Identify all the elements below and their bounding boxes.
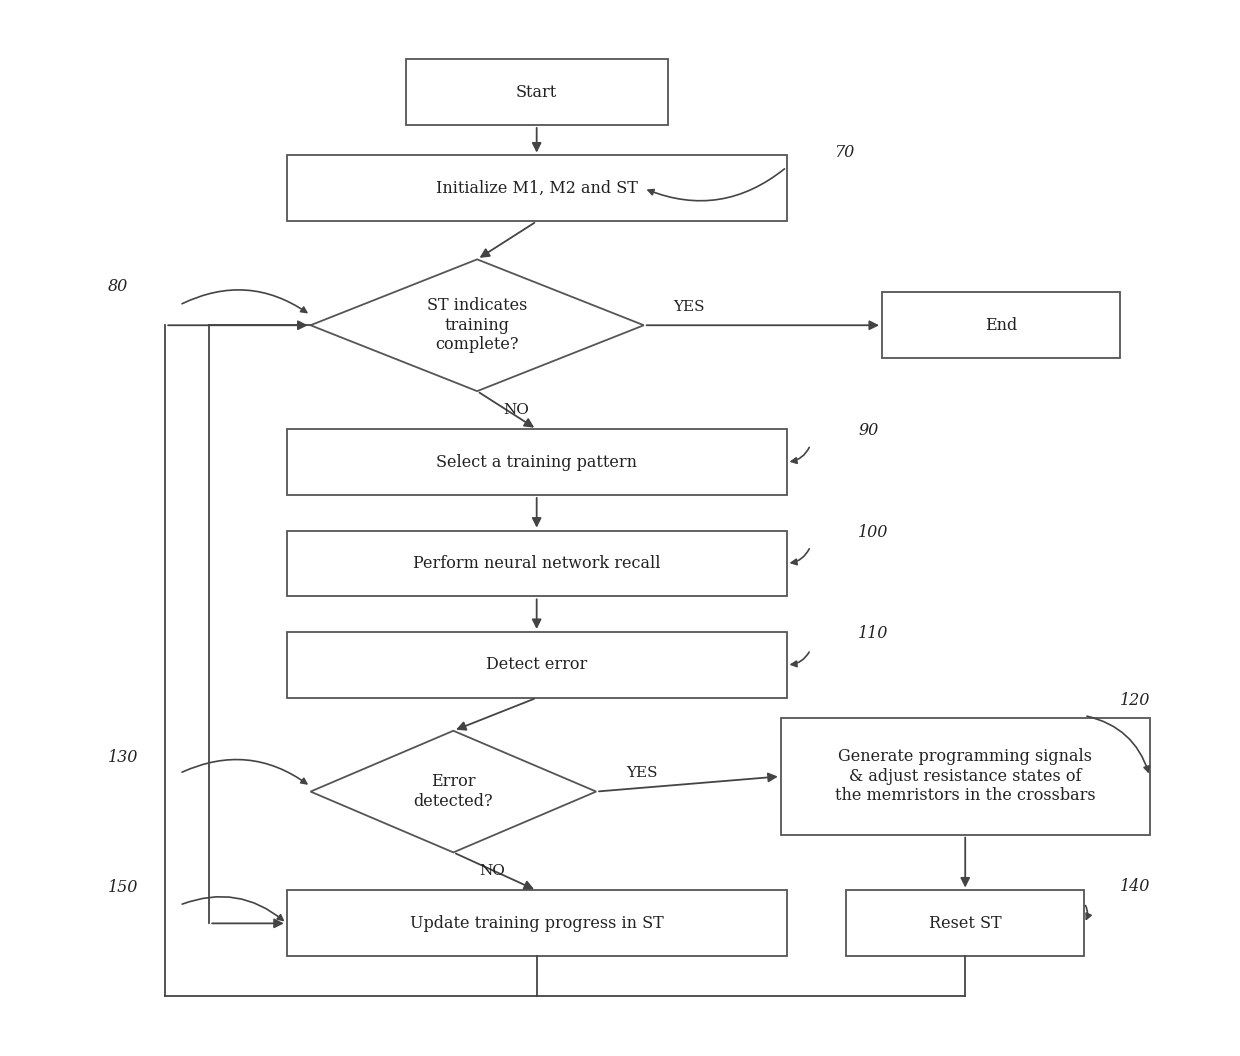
Text: Error
detected?: Error detected? [413, 773, 494, 810]
Text: Update training progress in ST: Update training progress in ST [409, 914, 663, 931]
Text: Select a training pattern: Select a training pattern [436, 454, 637, 471]
Text: Perform neural network recall: Perform neural network recall [413, 555, 661, 572]
FancyBboxPatch shape [405, 59, 667, 125]
Text: Start: Start [516, 83, 557, 100]
FancyBboxPatch shape [846, 890, 1084, 957]
FancyBboxPatch shape [286, 890, 786, 957]
Text: 100: 100 [858, 524, 888, 541]
Text: 150: 150 [108, 880, 139, 897]
Text: End: End [985, 317, 1017, 334]
FancyBboxPatch shape [286, 155, 786, 222]
FancyBboxPatch shape [882, 293, 1120, 358]
Polygon shape [310, 731, 596, 852]
Text: Initialize M1, M2 and ST: Initialize M1, M2 and ST [435, 180, 637, 196]
Text: 70: 70 [835, 145, 854, 162]
Text: 90: 90 [858, 422, 878, 439]
Text: 120: 120 [1120, 692, 1151, 709]
Text: Detect error: Detect error [486, 657, 588, 674]
Text: YES: YES [673, 300, 706, 314]
Text: Generate programming signals
& adjust resistance states of
the memristors in the: Generate programming signals & adjust re… [835, 749, 1095, 805]
FancyBboxPatch shape [781, 718, 1149, 834]
Text: 110: 110 [858, 625, 888, 642]
FancyBboxPatch shape [286, 429, 786, 495]
Text: NO: NO [503, 403, 529, 417]
Text: ST indicates
training
complete?: ST indicates training complete? [427, 297, 527, 354]
Text: 130: 130 [108, 749, 139, 766]
Polygon shape [310, 260, 644, 391]
Text: NO: NO [480, 865, 506, 879]
Text: Reset ST: Reset ST [929, 914, 1002, 931]
FancyBboxPatch shape [286, 530, 786, 597]
Text: 140: 140 [1120, 879, 1151, 895]
FancyBboxPatch shape [286, 631, 786, 698]
Text: 80: 80 [108, 278, 129, 296]
Text: YES: YES [626, 767, 657, 780]
